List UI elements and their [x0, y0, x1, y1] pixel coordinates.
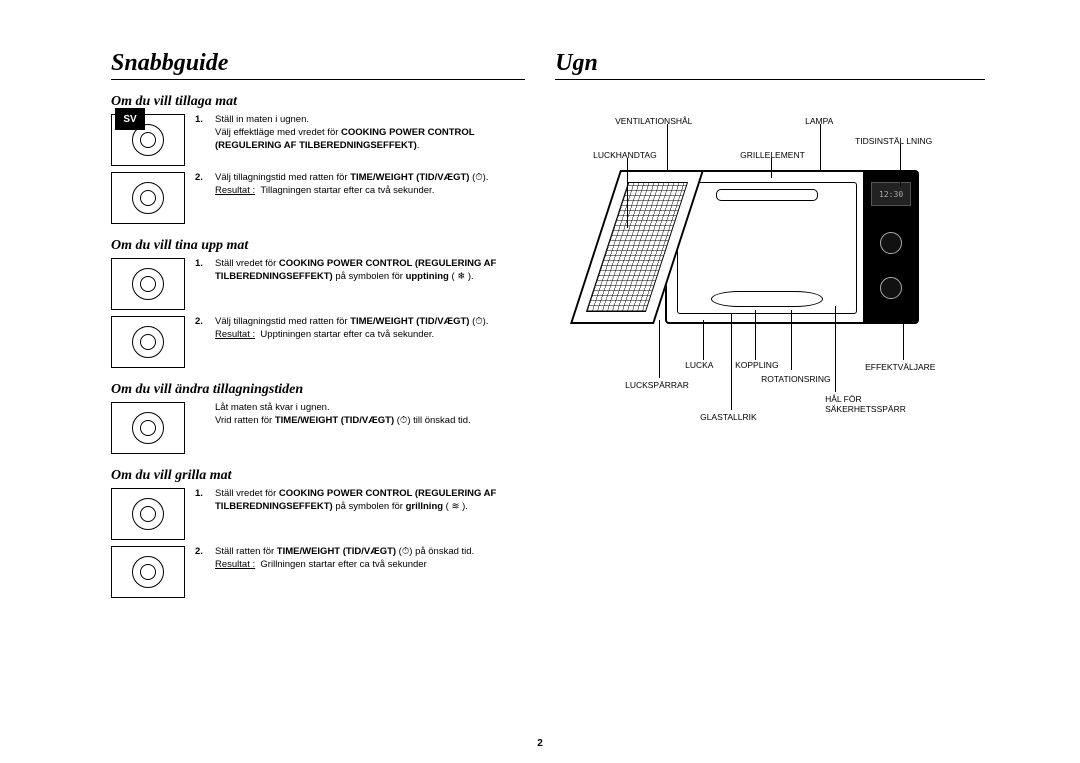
microwave-diagram: VENTILATIONSHÅL LAMPA TIDSINSTÄL LNING L…: [575, 110, 965, 430]
instruction-block: 2.Välj tillagningstid med ratten för TIM…: [111, 172, 525, 224]
step-body: Ställ ratten för TIME/WEIGHT (TID/VÆGT) …: [215, 546, 474, 572]
step-number: 2.: [195, 172, 209, 198]
section-heading: Om du vill tina upp mat: [111, 238, 525, 254]
left-title: Snabbguide: [111, 50, 525, 80]
microwave-body: 12:30: [665, 170, 919, 324]
lead-line: [659, 320, 660, 378]
label-rotationsring: ROTATIONSRING: [761, 374, 831, 384]
instruction-block: 1.Ställ vredet för COOKING POWER CONTROL…: [111, 258, 525, 310]
lead-line: [731, 314, 732, 410]
step-number: 2.: [195, 316, 209, 342]
lead-line: [820, 124, 821, 170]
section-heading: Om du vill ändra tillagningstiden: [111, 382, 525, 398]
lead-line: [903, 280, 904, 360]
label-luckhandtag: LUCKHANDTAG: [593, 150, 657, 160]
label-lucksparrar: LUCKSPÄRRAR: [625, 380, 689, 390]
step-number: 1.: [195, 114, 209, 152]
instruction-text: 1.Ställ in maten i ugnen.Välj effektläge…: [195, 114, 525, 166]
step-number: [195, 402, 209, 428]
instruction-block: 1.Ställ in maten i ugnen.Välj effektläge…: [111, 114, 525, 166]
instruction-text: 2.Välj tillagningstid med ratten för TIM…: [195, 172, 488, 224]
power-knob-icon: [880, 277, 902, 299]
dial-icon: [111, 316, 185, 368]
instruction-block: 2.Välj tillagningstid med ratten för TIM…: [111, 316, 525, 368]
label-grillelement: GRILLELEMENT: [740, 150, 805, 160]
dial-icon: [111, 488, 185, 540]
step-body: Låt maten stå kvar i ugnen.Vrid ratten f…: [215, 402, 471, 428]
instruction-text: Låt maten stå kvar i ugnen.Vrid ratten f…: [195, 402, 471, 454]
left-column: Snabbguide Om du vill tillaga mat1.Ställ…: [95, 50, 525, 733]
step-body: Ställ in maten i ugnen.Välj effektläge m…: [215, 114, 525, 152]
instruction-text: 1.Ställ vredet för COOKING POWER CONTROL…: [195, 488, 525, 540]
section-heading: Om du vill tillaga mat: [111, 94, 525, 110]
lead-line: [771, 158, 772, 178]
dial-icon: [111, 402, 185, 454]
label-sakerhetssparr: HÅL FÖR SÄKERHETSSPÄRR: [825, 394, 906, 414]
lead-line: [900, 144, 901, 186]
dial-icon: [111, 172, 185, 224]
label-ventilationshal: VENTILATIONSHÅL: [615, 116, 692, 126]
lead-line: [835, 306, 836, 392]
step-body: Ställ vredet för COOKING POWER CONTROL (…: [215, 258, 525, 284]
lead-line: [755, 310, 756, 360]
page-number: 2: [537, 738, 543, 749]
instruction-text: 1.Ställ vredet för COOKING POWER CONTROL…: [195, 258, 525, 310]
step-number: 1.: [195, 488, 209, 514]
label-tidsinstallning: TIDSINSTÄL LNING: [855, 136, 932, 146]
label-koppling: KOPPLING: [735, 360, 778, 370]
lead-line: [667, 124, 668, 170]
step-body: Välj tillagningstid med ratten för TIME/…: [215, 316, 488, 342]
step-body: Välj tillagningstid med ratten för TIME/…: [215, 172, 488, 198]
dial-icon: [111, 546, 185, 598]
glass-plate-icon: [711, 291, 823, 307]
label-lucka: LUCKA: [685, 360, 713, 370]
label-glastallrik: GLASTALLRIK: [700, 412, 757, 422]
instruction-block: 1.Ställ vredet för COOKING POWER CONTROL…: [111, 488, 525, 540]
instruction-text: 2.Ställ ratten för TIME/WEIGHT (TID/VÆGT…: [195, 546, 474, 598]
section-heading: Om du vill grilla mat: [111, 468, 525, 484]
dial-icon: [111, 258, 185, 310]
step-number: 2.: [195, 546, 209, 572]
instruction-block: 2.Ställ ratten för TIME/WEIGHT (TID/VÆGT…: [111, 546, 525, 598]
lead-line: [791, 310, 792, 370]
right-title: Ugn: [555, 50, 985, 80]
lead-line: [627, 158, 628, 228]
instruction-text: 2.Välj tillagningstid med ratten för TIM…: [195, 316, 488, 368]
grill-element-icon: [716, 189, 818, 201]
page: SV Snabbguide Om du vill tillaga mat1.St…: [0, 0, 1080, 763]
time-display: 12:30: [871, 182, 911, 206]
step-number: 1.: [195, 258, 209, 284]
control-panel: 12:30: [863, 172, 917, 322]
timer-knob-icon: [880, 232, 902, 254]
instruction-block: Låt maten stå kvar i ugnen.Vrid ratten f…: [111, 402, 525, 454]
right-column: Ugn VENTILATIONSHÅL LAMPA TIDSINSTÄL LNI…: [555, 50, 985, 733]
label-effektvaljare: EFFEKTVÄLJARE: [865, 362, 935, 372]
step-body: Ställ vredet för COOKING POWER CONTROL (…: [215, 488, 525, 514]
microwave-cavity: [677, 182, 857, 314]
lead-line: [703, 320, 704, 360]
